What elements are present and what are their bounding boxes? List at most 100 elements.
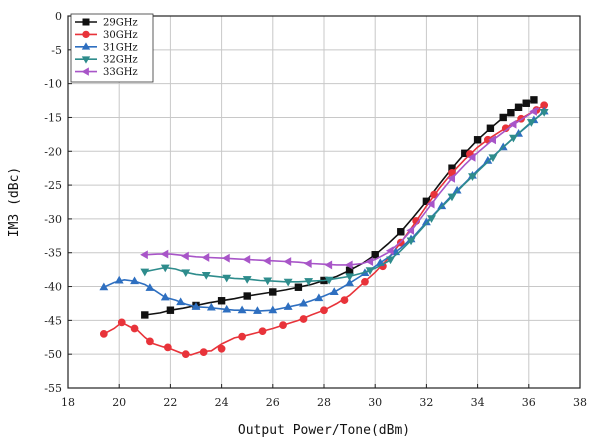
y-tick-label: -35	[44, 247, 62, 260]
legend-item: 31GHz	[75, 42, 138, 53]
data-point	[345, 278, 355, 287]
data-point	[253, 306, 262, 314]
data-point	[181, 269, 191, 278]
legend-item: 33GHz	[75, 67, 138, 78]
data-point	[361, 277, 369, 286]
data-point	[242, 276, 252, 284]
data-point	[237, 305, 247, 314]
legend-marker	[81, 56, 91, 64]
series-line	[103, 104, 545, 356]
data-point	[141, 311, 149, 319]
legend-marker	[82, 30, 90, 39]
legend-marker	[82, 18, 90, 26]
data-point	[473, 136, 482, 144]
data-point	[467, 152, 476, 162]
legend-label: 33GHz	[103, 67, 138, 78]
data-point	[222, 304, 232, 313]
x-tick-label: 32	[419, 396, 433, 409]
data-point	[371, 251, 379, 259]
data-point	[507, 109, 515, 117]
data-point	[130, 276, 139, 285]
data-point	[526, 119, 536, 127]
x-tick-label: 18	[61, 396, 75, 409]
data-point	[160, 264, 170, 273]
x-axis-title: Output Power/Tone(dBm)	[238, 423, 410, 438]
series-33GHz	[140, 106, 540, 270]
data-point	[238, 332, 246, 341]
legend-item: 32GHz	[75, 55, 138, 66]
legend-label: 30GHz	[103, 30, 138, 41]
data-point	[530, 96, 538, 104]
y-tick-label: -5	[51, 44, 62, 57]
data-point	[166, 306, 175, 314]
data-point	[304, 278, 314, 286]
data-point	[499, 113, 507, 122]
data-point	[320, 306, 328, 315]
data-point	[117, 318, 126, 327]
y-tick-label: -45	[44, 314, 62, 327]
data-point	[283, 302, 293, 310]
legend-marker	[81, 67, 89, 76]
data-point	[447, 173, 456, 183]
data-point	[114, 275, 124, 284]
data-point	[283, 278, 293, 287]
data-point	[386, 256, 395, 265]
data-point	[243, 292, 251, 300]
data-point	[222, 253, 230, 263]
y-tick-label: -55	[44, 382, 62, 395]
x-tick-label: 22	[163, 396, 177, 409]
legend-item: 30GHz	[75, 30, 138, 41]
y-tick-label: -50	[44, 348, 62, 361]
data-point	[447, 193, 457, 202]
data-point	[279, 321, 287, 329]
x-tick-label: 24	[215, 396, 229, 409]
data-point	[217, 297, 226, 305]
data-point	[488, 154, 498, 163]
x-tick-label: 38	[573, 396, 587, 409]
data-point	[345, 273, 355, 282]
data-point	[201, 272, 211, 280]
data-point	[268, 305, 278, 314]
data-point	[303, 259, 312, 268]
y-tick-label: -10	[44, 78, 62, 91]
data-point	[99, 330, 108, 338]
data-point	[514, 103, 523, 112]
data-point	[181, 350, 190, 359]
data-point	[140, 250, 148, 260]
data-point	[314, 293, 324, 302]
legend-label: 31GHz	[103, 42, 138, 53]
data-point	[206, 302, 216, 311]
data-point	[160, 292, 170, 301]
data-point	[488, 135, 496, 145]
legend-label: 32GHz	[103, 55, 138, 66]
data-point	[269, 288, 277, 296]
data-point	[160, 249, 169, 259]
data-point	[217, 344, 226, 353]
data-point	[242, 255, 251, 264]
y-tick-label: -40	[44, 281, 62, 294]
data-point	[283, 257, 292, 266]
data-point	[324, 260, 333, 270]
data-point	[146, 337, 154, 346]
data-point	[397, 228, 405, 236]
series-line	[144, 107, 540, 266]
y-tick-label: -25	[44, 179, 62, 192]
data-point	[324, 276, 334, 285]
data-point	[385, 246, 394, 256]
data-point	[181, 251, 189, 261]
legend-item: 29GHz	[75, 18, 138, 29]
data-point	[199, 348, 208, 357]
data-point	[191, 302, 201, 310]
data-point	[145, 283, 155, 291]
x-tick-label: 26	[266, 396, 280, 409]
y-tick-label: -30	[44, 213, 62, 226]
y-tick-label: -20	[44, 145, 62, 158]
legend-label: 29GHz	[103, 18, 138, 29]
data-point	[340, 296, 349, 304]
data-point	[140, 268, 150, 277]
data-point	[201, 253, 210, 262]
data-point	[426, 199, 435, 209]
